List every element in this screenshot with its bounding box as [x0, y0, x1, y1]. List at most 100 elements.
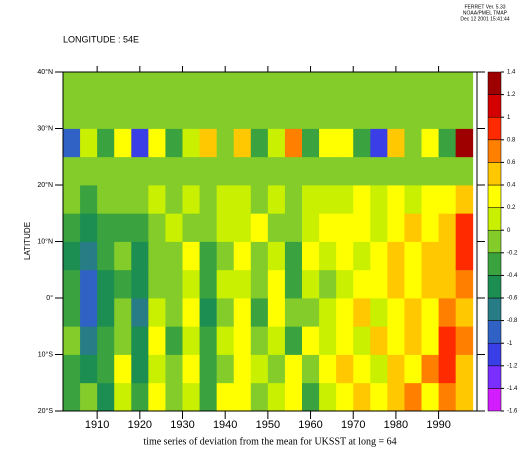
- cell: [199, 326, 218, 355]
- cell: [267, 100, 286, 129]
- header-line: NOAA/PMEL TMAP: [463, 10, 508, 16]
- cell: [216, 100, 235, 129]
- y-tick-label: 10°S: [38, 350, 54, 358]
- cell: [131, 382, 149, 412]
- cell: [114, 213, 132, 242]
- cell: [267, 241, 286, 271]
- cell: [148, 241, 166, 271]
- cell: [182, 269, 200, 299]
- cell: [80, 156, 98, 186]
- cell: [284, 156, 303, 186]
- cell: [63, 185, 81, 214]
- cell: [97, 213, 115, 242]
- cell: [80, 382, 98, 412]
- cell: [114, 156, 132, 186]
- cell: [455, 382, 474, 412]
- cell: [216, 185, 235, 214]
- colorbar-swatch: [487, 94, 502, 118]
- cell: [370, 100, 388, 129]
- cell: [404, 326, 422, 355]
- colorbar-label: -1.2: [507, 363, 518, 369]
- cell: [216, 241, 235, 271]
- cell: [148, 128, 166, 158]
- cell: [165, 326, 183, 355]
- cell: [404, 213, 422, 242]
- cell: [438, 382, 457, 412]
- x-tick-label: 1960: [298, 419, 322, 431]
- cell: [250, 298, 269, 327]
- cell: [353, 185, 371, 214]
- cell: [438, 185, 457, 214]
- cell: [353, 298, 371, 327]
- cell: [455, 354, 474, 384]
- cell: [438, 269, 457, 299]
- cell: [97, 128, 115, 158]
- cell: [165, 72, 183, 101]
- cell: [250, 326, 269, 355]
- header-line: Dec 12 2001 15:41:44: [460, 16, 509, 22]
- colorbar-label: -0.8: [507, 318, 518, 324]
- cell: [216, 128, 235, 158]
- cell: [165, 382, 183, 412]
- colorbar-swatch: [487, 388, 502, 412]
- cell: [250, 213, 269, 242]
- cell: [267, 128, 286, 158]
- cell: [302, 269, 320, 299]
- cell: [148, 326, 166, 355]
- x-tick-label: 1910: [85, 419, 109, 431]
- colorbar-label: 1.2: [507, 92, 516, 98]
- cell: [319, 128, 337, 158]
- cell: [97, 382, 115, 412]
- cell: [114, 241, 132, 271]
- cell: [455, 326, 474, 355]
- cell: [387, 156, 405, 186]
- cell: [131, 156, 149, 186]
- cell: [302, 128, 320, 158]
- cell: [336, 156, 354, 186]
- cell: [233, 326, 252, 355]
- cell: [336, 269, 354, 299]
- cell: [284, 128, 303, 158]
- cell: [148, 213, 166, 242]
- cell: [148, 354, 166, 384]
- cell: [63, 269, 81, 299]
- cell: [387, 241, 405, 271]
- cell: [63, 128, 81, 158]
- cell: [455, 241, 474, 271]
- cell: [319, 354, 337, 384]
- cell: [97, 156, 115, 186]
- cell: [319, 298, 337, 327]
- cell: [404, 72, 422, 101]
- cell: [165, 156, 183, 186]
- cell: [438, 326, 457, 355]
- cell: [370, 269, 388, 299]
- cell: [80, 326, 98, 355]
- cell: [182, 326, 200, 355]
- cell: [353, 128, 371, 158]
- cell: [63, 241, 81, 271]
- cell: [387, 213, 405, 242]
- y-tick-label: 20°S: [38, 407, 54, 415]
- cell: [216, 354, 235, 384]
- cell: [370, 298, 388, 327]
- cell: [250, 128, 269, 158]
- cell: [404, 156, 422, 186]
- cell: [353, 382, 371, 412]
- cell: [319, 213, 337, 242]
- x-axis-label: time series of deviation from the mean f…: [143, 436, 396, 447]
- colorbar-swatch: [487, 162, 502, 186]
- cell: [387, 354, 405, 384]
- cell: [114, 326, 132, 355]
- cell: [148, 269, 166, 299]
- cell: [284, 72, 303, 101]
- cell: [80, 269, 98, 299]
- cell: [131, 72, 149, 101]
- cell: [353, 326, 371, 355]
- colorbar-label: 1.4: [507, 70, 516, 76]
- cell: [284, 298, 303, 327]
- cell: [165, 298, 183, 327]
- colorbar-swatch: [487, 342, 502, 367]
- cell: [438, 100, 457, 129]
- y-tick-label: 30°N: [37, 124, 53, 132]
- cell: [216, 72, 235, 101]
